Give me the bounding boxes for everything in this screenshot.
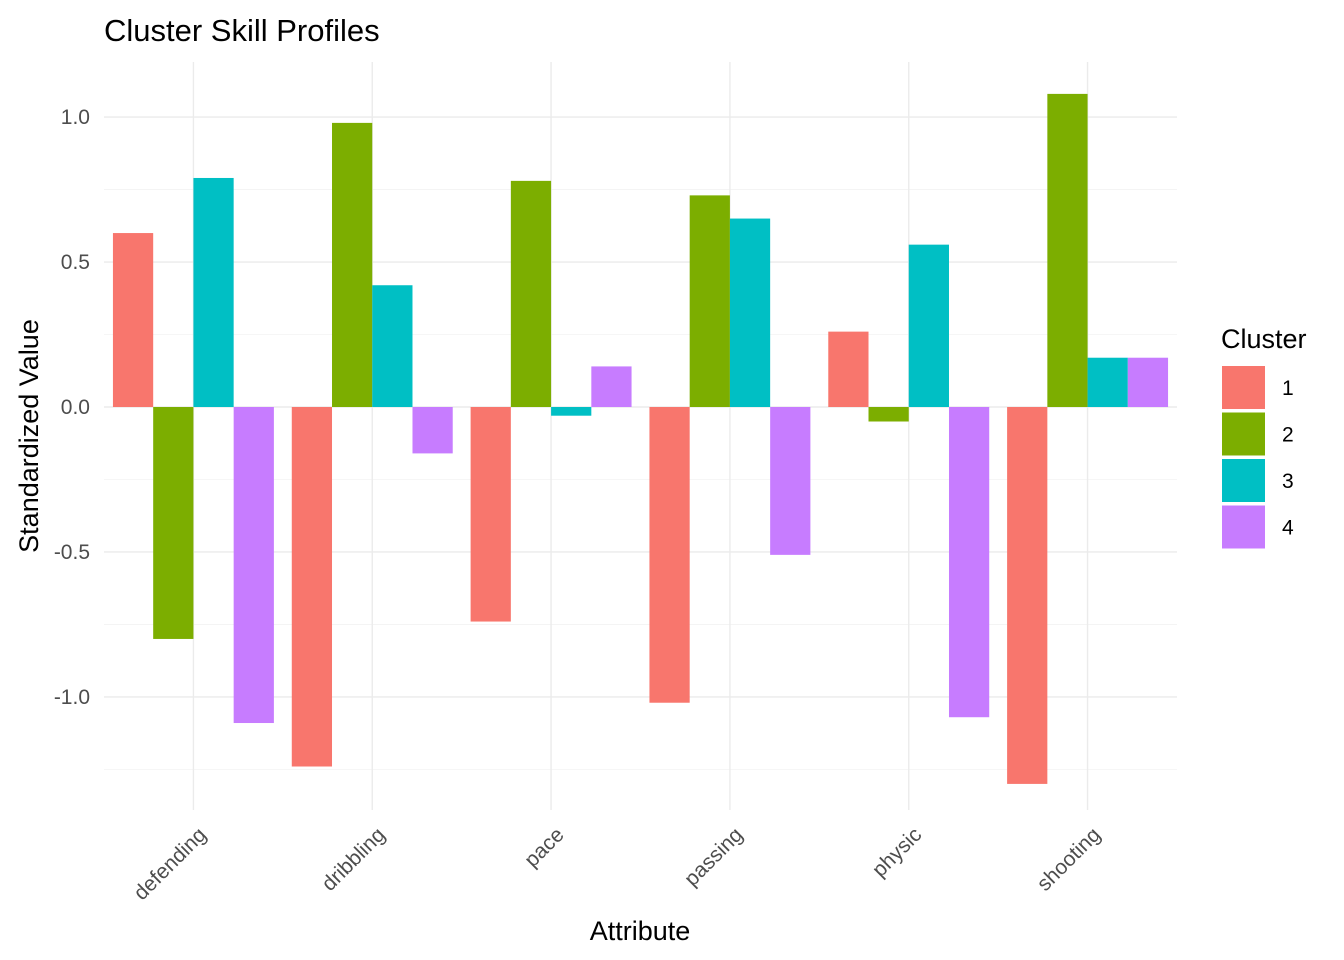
bar <box>551 407 592 416</box>
bar <box>1007 407 1048 784</box>
legend-key <box>1222 459 1265 502</box>
y-tick-label: -1.0 <box>54 686 90 709</box>
bar <box>828 331 869 408</box>
bar <box>412 407 453 454</box>
bar <box>649 407 690 703</box>
x-tick-label: shooting <box>1033 823 1105 895</box>
x-tick-label: pace <box>520 823 568 871</box>
bar <box>153 407 194 639</box>
x-tick-label: defending <box>129 823 211 905</box>
y-tick-label: 1.0 <box>61 106 90 129</box>
chart-title: Cluster Skill Profiles <box>104 13 380 48</box>
bar <box>729 218 771 408</box>
legend-key <box>1222 412 1265 456</box>
legend-label: 2 <box>1282 424 1294 447</box>
bar <box>510 180 552 408</box>
y-tick-label: 0.0 <box>61 396 90 419</box>
x-axis-title: Attribute <box>590 916 691 946</box>
legend-label: 3 <box>1282 470 1294 493</box>
legend-title: Cluster <box>1221 324 1307 354</box>
bar <box>1047 93 1088 408</box>
legend-key <box>1222 505 1265 549</box>
y-axis-title: Standardized Value <box>14 319 44 553</box>
bar <box>233 407 274 724</box>
bar <box>112 233 154 408</box>
bar <box>689 195 730 408</box>
y-tick-label: -0.5 <box>54 541 90 564</box>
bar <box>372 285 413 408</box>
y-tick-label: 0.5 <box>61 251 90 274</box>
x-tick-label: passing <box>680 823 747 890</box>
bars <box>112 93 1169 784</box>
x-tick-label: dribbling <box>317 823 389 895</box>
bar <box>948 407 990 718</box>
bar <box>291 407 333 767</box>
bar <box>591 366 632 408</box>
bar <box>332 122 373 408</box>
bar <box>770 407 811 555</box>
x-tick-label: physic <box>868 823 926 881</box>
bar <box>193 177 234 408</box>
legend-key <box>1222 366 1265 409</box>
bar <box>1127 357 1169 408</box>
bar <box>908 244 949 408</box>
legend-label: 1 <box>1282 377 1294 400</box>
bar <box>868 407 909 422</box>
legend-label: 4 <box>1282 517 1294 540</box>
legend: Cluster 1 2 3 4 <box>1221 324 1307 549</box>
bar <box>1087 357 1128 408</box>
bar <box>470 407 511 622</box>
